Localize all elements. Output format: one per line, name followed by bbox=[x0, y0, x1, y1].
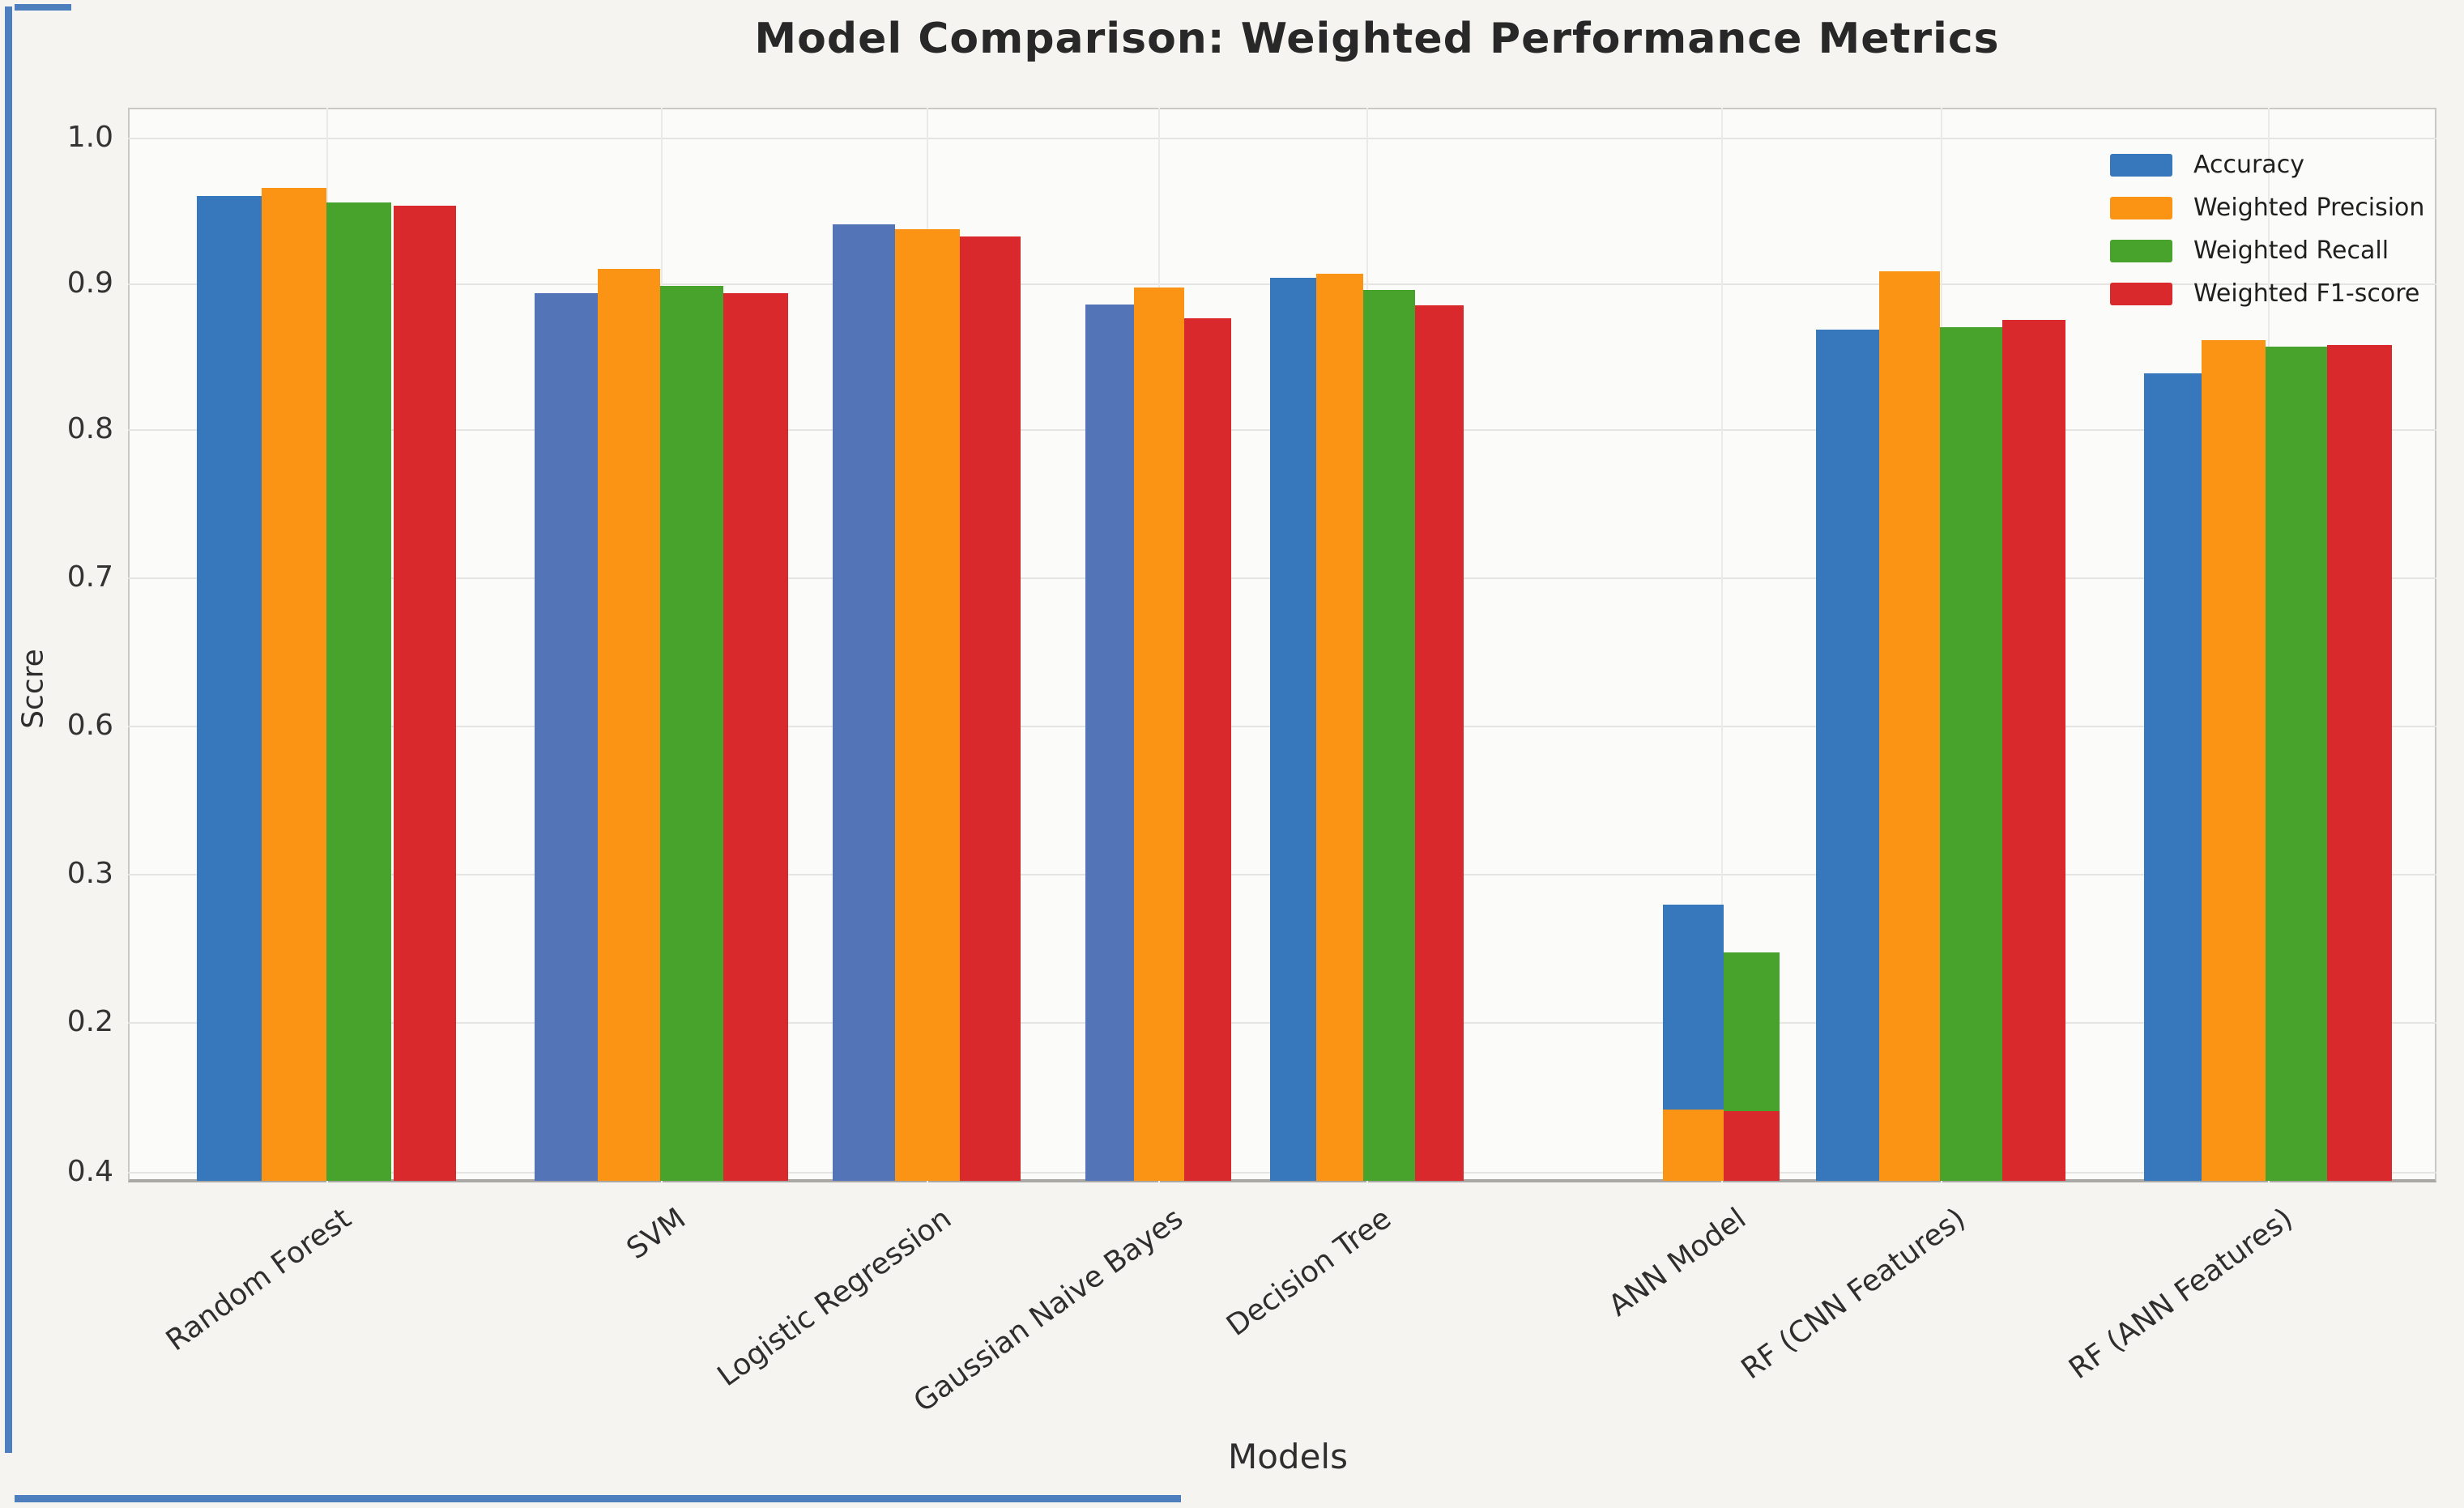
legend-swatch-precision bbox=[2110, 197, 2172, 219]
bar-accuracy bbox=[833, 224, 895, 1181]
bar-accuracy bbox=[197, 196, 262, 1181]
bar-accuracy bbox=[2144, 373, 2202, 1181]
y-tick-label: 0.9 bbox=[66, 266, 113, 300]
bottom-edge-accent-strip bbox=[15, 1495, 1181, 1502]
bar-accuracy bbox=[1663, 905, 1724, 1110]
legend-label-f1: Weighted F1-score bbox=[2193, 279, 2420, 308]
x-tick-label: ANN Model bbox=[1602, 1202, 1753, 1323]
chart-title: Model Comparison: Weighted Performance M… bbox=[754, 15, 2000, 63]
bar-recall bbox=[1363, 290, 1415, 1181]
x-tick-label: Gaussian Naive Bayes bbox=[907, 1202, 1190, 1419]
bar-precision bbox=[262, 188, 326, 1181]
bar-f1 bbox=[394, 206, 456, 1181]
bar-accuracy bbox=[1816, 330, 1879, 1181]
bar-f1 bbox=[1415, 305, 1464, 1181]
gridline-horizontal bbox=[128, 138, 2436, 139]
bar-f1 bbox=[1724, 1111, 1780, 1181]
bar-recall bbox=[1940, 327, 2002, 1181]
x-axis-label: Models bbox=[1228, 1437, 1348, 1476]
bar-recall bbox=[326, 202, 391, 1181]
legend-swatch-accuracy bbox=[2110, 154, 2172, 177]
x-tick-label: SVM bbox=[620, 1202, 693, 1267]
bar-f1 bbox=[723, 293, 788, 1181]
y-tick-label: 0.4 bbox=[66, 1155, 113, 1188]
top-left-edge-accent-strip bbox=[15, 4, 71, 11]
gridline-vertical bbox=[1721, 108, 1723, 1182]
bar-precision bbox=[1134, 288, 1184, 1181]
y-tick-label: 0.8 bbox=[66, 412, 113, 445]
y-tick-label: 1.0 bbox=[66, 121, 113, 154]
legend-label-accuracy: Accuracy bbox=[2193, 151, 2304, 179]
bar-recall bbox=[660, 286, 723, 1181]
bar-accuracy bbox=[1085, 305, 1134, 1181]
bar-precision bbox=[895, 229, 960, 1181]
legend-label-recall: Weighted Recall bbox=[2193, 236, 2389, 265]
x-tick-label: Random Forest bbox=[160, 1202, 358, 1358]
x-tick-label: Decision Tree bbox=[1221, 1202, 1398, 1344]
x-tick-label: Logistic Regression bbox=[711, 1202, 958, 1394]
y-tick-label: 0.6 bbox=[66, 709, 113, 742]
bar-f1 bbox=[2327, 345, 2392, 1181]
bar-accuracy bbox=[1270, 278, 1316, 1181]
bar-f1 bbox=[960, 236, 1021, 1181]
legend-label-precision: Weighted Precision bbox=[2193, 194, 2425, 222]
bar-recall bbox=[1724, 952, 1780, 1111]
bar-recall bbox=[2266, 347, 2327, 1181]
bar-precision bbox=[598, 269, 660, 1181]
legend-swatch-recall bbox=[2110, 240, 2172, 262]
y-tick-label: 0.2 bbox=[66, 1005, 113, 1038]
x-tick-label: RF (CNN Features) bbox=[1735, 1202, 1972, 1387]
bar-precision bbox=[2202, 340, 2266, 1181]
bar-precision bbox=[1316, 274, 1363, 1181]
bar-precision bbox=[1663, 1110, 1724, 1181]
y-tick-label: 0.3 bbox=[66, 857, 113, 890]
y-axis-label: Sccre bbox=[16, 649, 50, 729]
bar-accuracy bbox=[535, 293, 598, 1181]
bar-precision bbox=[1879, 271, 1940, 1181]
y-tick-label: 0.7 bbox=[66, 560, 113, 594]
legend-swatch-f1 bbox=[2110, 283, 2172, 305]
bar-f1 bbox=[2002, 320, 2065, 1181]
left-edge-accent-strip bbox=[5, 6, 12, 1453]
x-tick-label: RF (ANN Features) bbox=[2063, 1202, 2300, 1387]
bar-f1 bbox=[1184, 318, 1231, 1181]
